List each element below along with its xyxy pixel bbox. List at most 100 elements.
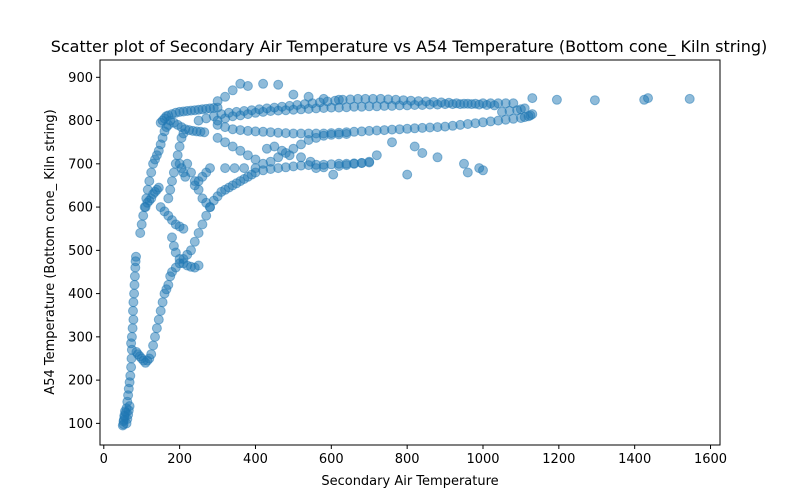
scatter-point	[341, 129, 352, 139]
scatter-point	[126, 331, 137, 342]
scatter-point	[157, 297, 168, 308]
scatter-point	[402, 169, 413, 180]
y-tick-label: 200	[68, 374, 93, 389]
x-axis: 0 200 400 600 800 1000 1200 1400 1600	[100, 445, 727, 467]
scatter-point	[296, 139, 306, 150]
scatter-point	[229, 163, 240, 174]
scatter-point	[135, 228, 146, 238]
x-tick-label: 1000	[466, 452, 499, 467]
y-tick-label: 800	[68, 114, 93, 129]
chart-title: Scatter plot of Secondary Air Temperatur…	[51, 37, 768, 57]
scatter-point	[212, 132, 223, 143]
scatter-point	[318, 162, 329, 173]
scatter-point	[242, 150, 253, 161]
x-tick-label: 0	[100, 452, 108, 467]
scatter-point	[212, 96, 223, 107]
scatter-point	[163, 193, 174, 204]
scatter-point	[205, 202, 215, 213]
scatter-point	[165, 184, 176, 195]
scatter-point	[163, 279, 174, 290]
scatter-point	[193, 228, 204, 238]
scatter-point	[136, 219, 147, 230]
x-axis-label: Secondary Air Temperature	[321, 474, 498, 489]
scatter-point	[201, 210, 212, 221]
scatter-point	[131, 251, 141, 262]
scatter-point	[409, 141, 420, 152]
scatter-point	[551, 94, 562, 105]
y-axis: 100 200 300 400 500 600 700 800 900	[68, 71, 100, 432]
scatter-point	[125, 370, 136, 381]
scatter-point	[239, 163, 250, 174]
y-axis-label: A54 Temperature (Bottom cone_ Kiln strin…	[43, 109, 58, 394]
y-tick-label: 100	[68, 417, 93, 432]
scatter-point	[153, 182, 164, 193]
scatter-point	[126, 362, 137, 373]
x-tick-label: 400	[243, 452, 268, 467]
scatter-point	[277, 145, 287, 156]
scatter-point	[459, 158, 469, 169]
scatter-point	[242, 81, 253, 91]
x-tick-label: 200	[167, 452, 192, 467]
scatter-points	[117, 78, 695, 431]
scatter-point	[167, 232, 177, 243]
scatter-point	[478, 165, 488, 176]
scatter-point	[150, 331, 160, 342]
y-tick-label: 300	[68, 330, 93, 345]
y-tick-label: 700	[68, 157, 93, 172]
y-tick-label: 600	[68, 201, 93, 216]
scatter-point	[151, 323, 162, 334]
scatter-point	[153, 314, 164, 325]
x-tick-label: 1600	[694, 452, 727, 467]
x-tick-label: 1200	[542, 452, 575, 467]
scatter-point	[180, 171, 191, 182]
scatter-point	[129, 288, 140, 299]
scatter-point	[146, 349, 157, 360]
scatter-point	[178, 128, 189, 139]
y-tick-label: 500	[68, 244, 93, 259]
scatter-point	[371, 150, 382, 161]
scatter-point	[269, 141, 280, 152]
scatter-point	[235, 145, 246, 156]
scatter-point	[128, 314, 139, 325]
scatter-point	[129, 271, 140, 282]
y-tick-label: 900	[68, 71, 93, 86]
scatter-point	[387, 137, 397, 148]
scatter-point	[462, 167, 473, 178]
scatter-point	[146, 167, 157, 178]
scatter-point	[129, 279, 140, 290]
x-tick-label: 600	[319, 452, 344, 467]
scatter-point	[273, 79, 284, 90]
x-tick-label: 800	[395, 452, 420, 467]
scatter-point	[128, 297, 139, 308]
plot-frame	[99, 59, 721, 446]
scatter-point	[193, 260, 204, 271]
y-tick-label: 400	[68, 287, 93, 302]
scatter-point	[250, 163, 261, 174]
scatter-point	[265, 156, 276, 167]
scatter-point	[220, 163, 231, 174]
scatter-point	[178, 223, 189, 234]
scatter-point	[174, 141, 185, 152]
scatter-point	[220, 137, 231, 148]
scatter-point	[519, 103, 530, 114]
scatter-point	[127, 323, 138, 334]
scatter-point	[303, 91, 314, 102]
scatter-point	[227, 141, 238, 152]
scatter-point	[417, 148, 428, 158]
scatter-point	[186, 245, 196, 256]
scatter-point	[118, 419, 129, 430]
scatter-point	[643, 93, 653, 104]
scatter-point	[189, 236, 200, 247]
scatter-point	[172, 150, 183, 161]
scatter-point	[489, 100, 500, 111]
scatter-point	[288, 89, 299, 100]
scatter-point	[684, 93, 695, 104]
x-tick-label: 1400	[618, 452, 651, 467]
scatter-point	[148, 340, 159, 351]
scatter-point	[144, 176, 155, 187]
scatter-point	[305, 156, 316, 167]
scatter-point	[364, 156, 375, 167]
scatter-point	[328, 169, 339, 180]
